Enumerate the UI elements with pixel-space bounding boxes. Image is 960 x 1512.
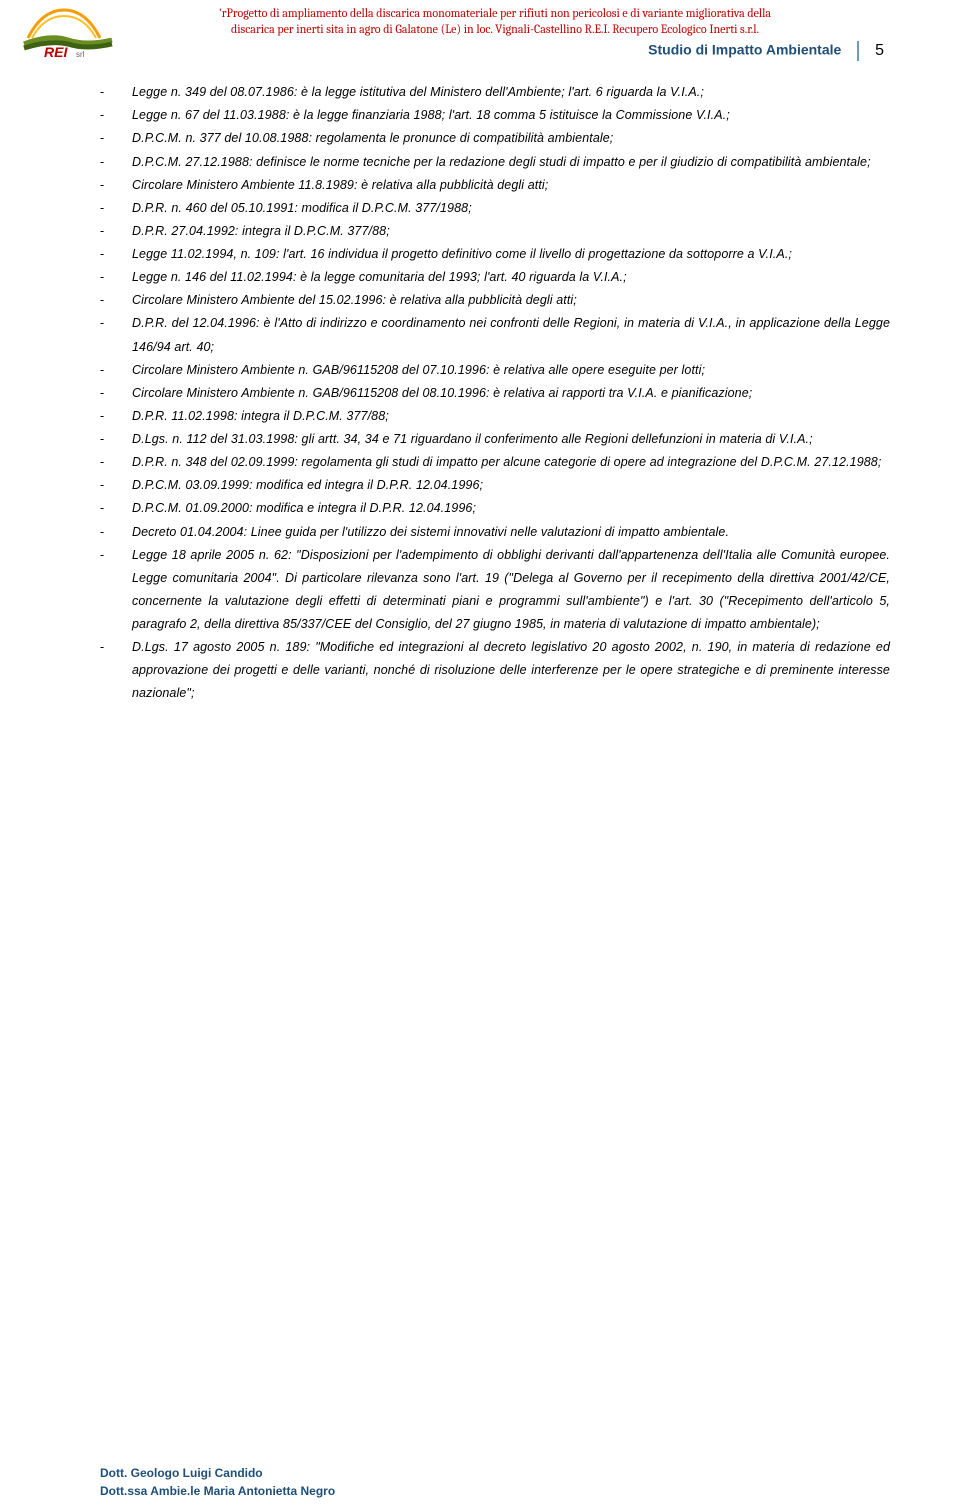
law-item: D.P.R. 11.02.1998: integra il D.P.C.M. 3…	[100, 405, 890, 428]
law-item: D.P.C.M. 27.12.1988: definisce le norme …	[100, 151, 890, 174]
law-item: Legge n. 146 del 11.02.1994: è la legge …	[100, 266, 890, 289]
law-item: Circolare Ministero Ambiente n. GAB/9611…	[100, 382, 890, 405]
logo-text: REI	[44, 44, 68, 60]
footer-author-2: Dott.ssa Ambie.le Maria Antonietta Negro	[100, 1483, 335, 1500]
studio-title: Studio di Impatto Ambientale	[648, 42, 841, 58]
rei-logo: REI srl	[20, 4, 116, 60]
law-item: D.P.R. del 12.04.1996: è l'Atto di indir…	[100, 312, 890, 358]
law-item: D.P.C.M. 03.09.1999: modifica ed integra…	[100, 474, 890, 497]
header-line-2: discarica per inerti sita in agro di Gal…	[100, 22, 890, 38]
document-page: REI srl 'rProgetto di ampliamento della …	[0, 0, 960, 1512]
law-item: Legge n. 67 del 11.03.1988: è la legge f…	[100, 104, 890, 127]
law-item: D.P.R. n. 348 del 02.09.1999: regolament…	[100, 451, 890, 474]
footer-author-1: Dott. Geologo Luigi Candido	[100, 1465, 335, 1482]
law-item: D.Lgs. n. 112 del 31.03.1998: gli artt. …	[100, 428, 890, 451]
page-number: 5	[875, 42, 884, 59]
law-item: D.Lgs. 17 agosto 2005 n. 189: "Modifiche…	[100, 636, 890, 705]
law-item: D.P.C.M. 01.09.2000: modifica e integra …	[100, 497, 890, 520]
law-item: Circolare Ministero Ambiente del 15.02.1…	[100, 289, 890, 312]
law-list: Legge n. 349 del 08.07.1986: è la legge …	[100, 81, 890, 705]
law-item: Legge 11.02.1994, n. 109: l'art. 16 indi…	[100, 243, 890, 266]
svg-text:srl: srl	[76, 50, 85, 59]
law-item: D.P.C.M. n. 377 del 10.08.1988: regolame…	[100, 127, 890, 150]
law-item: Legge n. 349 del 08.07.1986: è la legge …	[100, 81, 890, 104]
law-item: Circolare Ministero Ambiente n. GAB/9611…	[100, 359, 890, 382]
law-item: D.P.R. 27.04.1992: integra il D.P.C.M. 3…	[100, 220, 890, 243]
header-line-1: 'rProgetto di ampliamento della discaric…	[100, 6, 890, 22]
law-item: Decreto 01.04.2004: Linee guida per l'ut…	[100, 521, 890, 544]
law-item: Circolare Ministero Ambiente 11.8.1989: …	[100, 174, 890, 197]
page-footer: Dott. Geologo Luigi Candido Dott.ssa Amb…	[100, 1465, 335, 1500]
separator-bar	[857, 41, 859, 61]
law-item: D.P.R. n. 460 del 05.10.1991: modifica i…	[100, 197, 890, 220]
law-item: Legge 18 aprile 2005 n. 62: "Disposizion…	[100, 544, 890, 637]
page-header: REI srl 'rProgetto di ampliamento della …	[100, 0, 890, 71]
studio-title-line: Studio di Impatto Ambientale 5	[100, 41, 890, 61]
